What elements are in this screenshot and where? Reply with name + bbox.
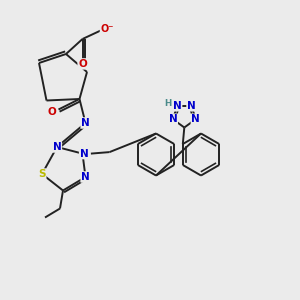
Text: N: N (187, 101, 196, 111)
Text: N: N (81, 172, 90, 182)
Text: O⁻: O⁻ (100, 24, 114, 34)
Text: O: O (78, 59, 87, 69)
Text: N: N (173, 101, 182, 111)
Text: S: S (38, 169, 46, 179)
Text: H: H (165, 99, 172, 108)
Text: N: N (169, 114, 177, 124)
Text: N: N (80, 148, 88, 159)
Text: N: N (81, 118, 90, 128)
Text: N: N (191, 114, 200, 124)
Text: N: N (52, 142, 62, 152)
Text: O: O (47, 107, 56, 117)
